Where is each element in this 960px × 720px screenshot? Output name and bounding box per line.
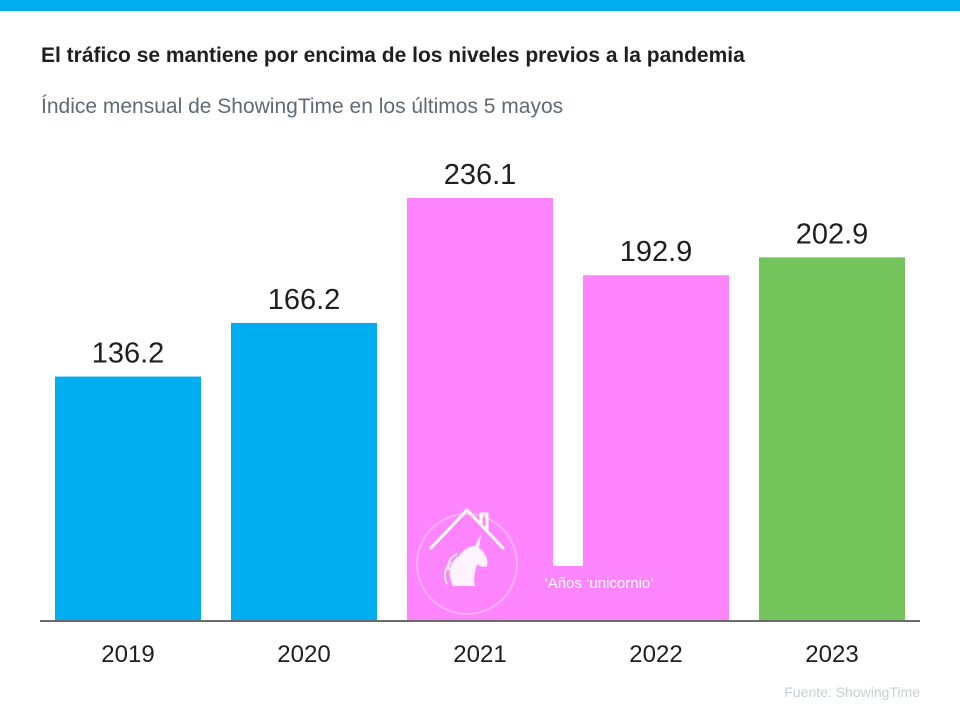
annotation-bridge xyxy=(553,566,583,620)
x-tick-label-2020: 2020 xyxy=(277,641,330,668)
top-accent-bar xyxy=(0,0,960,11)
value-label-2022: 192.9 xyxy=(620,236,693,268)
bar-2023 xyxy=(759,257,905,620)
unicorn-years-label: ‘Años ‘unicornio’ xyxy=(544,575,653,592)
value-label-2021: 236.1 xyxy=(444,159,517,191)
chart-subtitle: Índice mensual de ShowingTime en los últ… xyxy=(41,95,564,118)
value-label-2019: 136.2 xyxy=(92,338,165,370)
bars-layer xyxy=(55,198,905,620)
chart-title: El tráfico se mantiene por encima de los… xyxy=(41,44,745,67)
source-note: Fuente: ShowingTime xyxy=(784,684,920,700)
x-tick-label-2021: 2021 xyxy=(453,641,506,668)
bar-2022 xyxy=(583,275,729,620)
value-label-2020: 166.2 xyxy=(268,284,341,316)
unicorn-annotation: ‘Años ‘unicornio’ xyxy=(416,508,654,620)
bar-2019 xyxy=(55,376,201,620)
labels-layer: 136.2 2019 166.2 2020 236.1 2021 192.9 2022 202.… xyxy=(92,159,869,668)
x-tick-label-2023: 2023 xyxy=(805,641,858,668)
x-tick-label-2022: 2022 xyxy=(629,641,682,668)
bar-2020 xyxy=(231,322,377,620)
unicorn-house-icon xyxy=(416,508,518,615)
value-label-2023: 202.9 xyxy=(796,218,869,250)
x-tick-label-2019: 2019 xyxy=(101,641,154,668)
